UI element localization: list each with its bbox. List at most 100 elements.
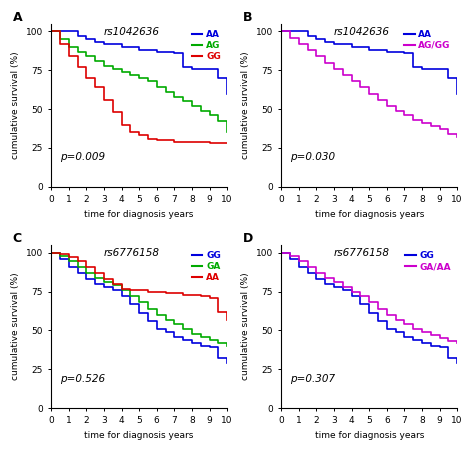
AA [57,252,63,257]
GG [446,356,451,361]
GA/AA [287,253,293,258]
GG [384,326,390,331]
AG/GG [305,47,310,53]
AA [66,29,72,34]
GA/AA [314,270,319,276]
AG [198,108,203,113]
AA [189,66,195,71]
GA/AA [393,317,399,322]
AA [119,286,125,291]
AG [145,78,151,84]
AG/GG [384,103,390,109]
GG [331,284,337,290]
Text: rs6776158: rs6776158 [334,249,390,258]
GA [92,275,98,281]
Line: GG: GG [51,32,227,143]
GG [278,250,284,256]
AA [305,33,310,39]
GA/AA [446,339,451,344]
GA [119,287,125,293]
GG [48,29,54,34]
GG [180,337,186,342]
GG [393,329,399,335]
AG [207,113,212,118]
Y-axis label: cumulative survival (%): cumulative survival (%) [11,273,20,380]
AA [101,276,107,282]
AG/GG [322,60,328,65]
GA [75,264,81,270]
AA [83,37,89,42]
GG [154,326,160,331]
X-axis label: time for diagnosis years: time for diagnosis years [84,431,194,440]
AG/GG [357,85,363,90]
AG [163,89,168,95]
GA [66,258,72,263]
AG/GG [349,78,355,84]
GA [145,306,151,311]
GG [224,141,230,146]
AA [296,29,302,34]
AA [437,66,442,71]
GG [128,301,133,307]
AA [180,64,186,70]
GA/AA [322,275,328,281]
AG [66,44,72,50]
Text: p=0.526: p=0.526 [60,373,105,383]
AG [83,54,89,59]
GG [137,311,142,316]
AG/GG [446,131,451,137]
GA/AA [357,294,363,299]
GG [57,41,63,46]
GG [224,360,230,366]
GG [454,360,460,366]
GG [401,334,407,339]
GG [189,340,195,345]
AA [163,290,168,296]
AA [224,91,230,96]
AA [172,290,177,296]
Legend: AA, AG, GG: AA, AG, GG [190,28,223,63]
Text: C: C [13,232,22,245]
GA/AA [331,280,337,285]
AG/GG [366,91,372,96]
Line: AA: AA [51,32,227,93]
AG [48,29,54,34]
AG [128,72,133,78]
AG [189,103,195,109]
Line: AA: AA [51,253,227,320]
AA [410,64,416,70]
AA [66,255,72,260]
GA/AA [437,336,442,341]
Legend: GG, GA/AA: GG, GA/AA [403,249,453,273]
GA/AA [428,332,434,338]
AA [48,250,54,256]
AA [137,287,142,293]
GG [83,75,89,81]
Line: AG: AG [51,32,227,132]
AG/GG [428,124,434,129]
GG [207,345,212,350]
Y-axis label: cumulative survival (%): cumulative survival (%) [11,51,20,159]
GG [180,139,186,144]
AA [446,75,451,81]
GG [145,318,151,324]
Legend: AA, AG/GG: AA, AG/GG [402,28,453,52]
GG [92,85,98,90]
AA [278,29,284,34]
AG/GG [419,120,425,126]
AG/GG [331,66,337,71]
Text: rs1042636: rs1042636 [334,27,390,37]
GA [207,337,212,342]
AG/GG [340,72,346,78]
GG [216,356,221,361]
AG [172,94,177,99]
AG/GG [393,108,399,113]
Text: p=0.307: p=0.307 [290,373,335,383]
GG [189,139,195,144]
Text: rs6776158: rs6776158 [104,249,160,258]
GG [198,139,203,144]
AA [92,270,98,276]
AA [216,309,221,314]
AG/GG [296,41,302,46]
GG [287,256,293,262]
